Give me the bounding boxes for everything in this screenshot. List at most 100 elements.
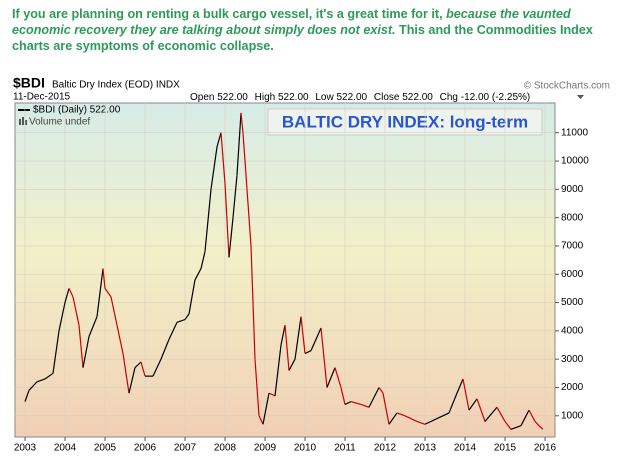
y-tick-label: 9000 [561, 184, 584, 195]
price-segment [52, 330, 60, 374]
plot-area [14, 102, 556, 438]
price-segment [424, 418, 438, 425]
price-segment [240, 112, 244, 133]
price-segment [64, 288, 70, 303]
price-segment [250, 245, 256, 360]
price-segment [334, 367, 342, 388]
x-tick-label: 2006 [134, 443, 157, 454]
quote-value: -12.00 (-2.25%) [461, 92, 530, 103]
x-tick-label: 2012 [374, 443, 397, 454]
price-segment [484, 406, 498, 422]
x-tick-label: 2005 [94, 443, 117, 454]
volume-label: Volume undef [29, 117, 90, 128]
price-segment [344, 401, 352, 405]
x-tick-label: 2016 [534, 443, 557, 454]
price-segment [388, 412, 398, 425]
price-segment [220, 132, 226, 184]
caption: If you are planning on renting a bulk ca… [12, 6, 608, 54]
price-segment [448, 392, 458, 414]
price-segment [210, 146, 218, 190]
y-tick-label: 1000 [561, 410, 584, 421]
price-segment [128, 367, 136, 394]
price-segment [58, 302, 66, 331]
y-tick-label: 3000 [561, 354, 584, 365]
price-segment [304, 350, 312, 355]
price-segment [476, 398, 486, 422]
price-segment [360, 403, 370, 408]
price-segment [200, 251, 206, 269]
index-name: Baltic Dry Index (EOD) INDX [52, 80, 180, 91]
quote-label: Chg [440, 92, 458, 103]
price-segment [520, 409, 530, 426]
price-segment [496, 406, 506, 422]
price-segment [160, 339, 170, 360]
price-segment [262, 393, 270, 425]
price-segment [232, 175, 238, 218]
chart-title: BALTIC DRY INDEX: long-term [282, 112, 528, 131]
price-segment [382, 393, 390, 425]
quote: Open 522.00 High 522.00 Low 522.00 Close… [190, 92, 530, 103]
quote-label: High [255, 92, 276, 103]
quote-value: 522.00 [217, 92, 248, 103]
price-segment [78, 325, 84, 368]
price-segment [468, 398, 478, 411]
price-segment [310, 327, 322, 351]
x-tick-label: 2008 [214, 443, 237, 454]
price-segment [188, 279, 196, 314]
price-segment [254, 359, 260, 416]
price-segment [72, 296, 80, 326]
date: 11-Dec-2015 [13, 92, 71, 103]
price-segment [176, 318, 186, 323]
price-segment [340, 387, 346, 405]
price-segment [122, 353, 130, 394]
y-tick-label: 10000 [561, 156, 589, 167]
quote-label: Close [374, 92, 400, 103]
symbol: $BDI [13, 75, 45, 91]
y-tick-label: 11000 [561, 127, 589, 138]
y-tick-label: 4000 [561, 325, 584, 336]
x-tick-label: 2004 [54, 443, 77, 454]
price-segment [404, 415, 418, 422]
caption-text: This and the Commodities Index charts ar… [12, 23, 593, 53]
price-segment [258, 415, 264, 425]
price-segment [116, 325, 124, 354]
price-segment [300, 316, 306, 354]
price-segment [436, 412, 450, 420]
price-segment [242, 132, 248, 190]
price-segment [274, 344, 282, 397]
y-tick-label: 2000 [561, 382, 584, 393]
price-segment [152, 358, 162, 377]
title-box [267, 108, 543, 136]
price-segment [504, 421, 512, 430]
price-segment [102, 268, 106, 289]
caption-text: If you are planning on renting a bulk ca… [12, 7, 443, 21]
price-segment [368, 387, 380, 408]
price-segment [168, 322, 178, 340]
price-segment [82, 336, 90, 368]
x-tick-label: 2011 [334, 443, 356, 454]
quote-value: 522.00 [402, 92, 433, 103]
price-segment [24, 390, 30, 402]
source: © StockCharts.com [524, 81, 610, 92]
price-segment [294, 316, 302, 360]
quote-value: 522.00 [337, 92, 368, 103]
caption-italic: because the vaunted economic recovery th… [12, 7, 571, 37]
y-tick-label: 8000 [561, 212, 584, 223]
price-segment [246, 189, 252, 246]
price-segment [96, 268, 104, 317]
price-segment [288, 358, 296, 371]
price-segment [236, 112, 242, 176]
price-segment [528, 409, 536, 422]
price-segment [134, 361, 142, 369]
price-segment [216, 132, 222, 148]
price-segment [350, 401, 362, 406]
dropdown-arrow [577, 95, 584, 99]
price-segment [204, 189, 212, 252]
quote-label: Open [190, 92, 214, 103]
y-tick-label: 6000 [561, 269, 584, 280]
price-segment [184, 313, 190, 320]
price-segment [456, 378, 464, 394]
x-tick-label: 2014 [454, 443, 477, 454]
